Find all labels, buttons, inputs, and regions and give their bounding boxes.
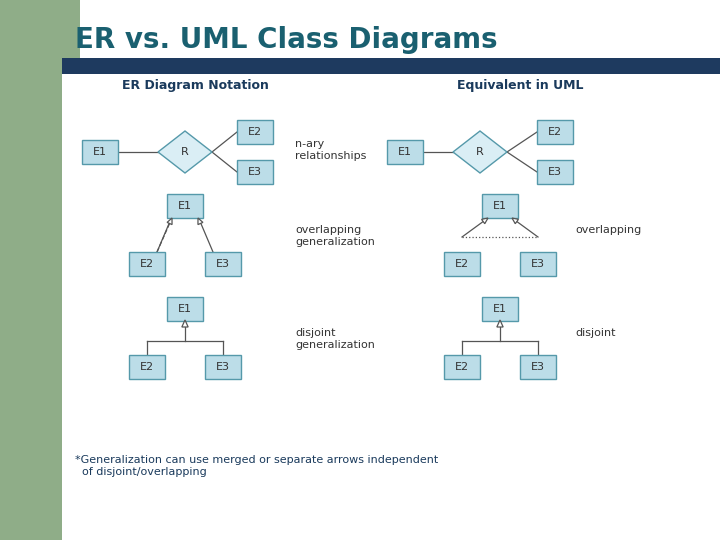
Text: n-ary: n-ary xyxy=(295,139,324,149)
Text: disjoint: disjoint xyxy=(575,328,616,338)
Text: of disjoint/overlapping: of disjoint/overlapping xyxy=(75,467,207,477)
Text: R: R xyxy=(476,147,484,157)
Bar xyxy=(444,355,480,379)
Bar xyxy=(520,252,556,276)
Polygon shape xyxy=(512,218,518,224)
Bar xyxy=(167,194,203,218)
Text: E2: E2 xyxy=(455,362,469,372)
Text: overlapping: overlapping xyxy=(295,225,361,235)
Bar xyxy=(129,252,165,276)
Bar xyxy=(0,0,80,60)
Bar xyxy=(205,355,241,379)
Text: *Generalization can use merged or separate arrows independent: *Generalization can use merged or separa… xyxy=(75,455,438,465)
Text: E2: E2 xyxy=(140,362,154,372)
Bar xyxy=(0,0,62,540)
Bar xyxy=(482,297,518,321)
Bar xyxy=(537,160,573,184)
Text: E1: E1 xyxy=(178,304,192,314)
Text: generalization: generalization xyxy=(295,340,375,350)
Bar xyxy=(129,355,165,379)
Text: Equivalent in UML: Equivalent in UML xyxy=(456,78,583,91)
Text: generalization: generalization xyxy=(295,237,375,247)
Bar xyxy=(387,140,423,164)
Bar xyxy=(205,252,241,276)
Text: E3: E3 xyxy=(216,259,230,269)
Bar xyxy=(82,140,118,164)
Text: ER Diagram Notation: ER Diagram Notation xyxy=(122,78,269,91)
Text: E2: E2 xyxy=(455,259,469,269)
Polygon shape xyxy=(182,320,188,327)
Bar xyxy=(520,355,556,379)
Text: E2: E2 xyxy=(548,127,562,137)
Text: R: R xyxy=(181,147,189,157)
Text: overlapping: overlapping xyxy=(575,225,642,235)
Bar xyxy=(537,120,573,144)
Bar xyxy=(237,120,273,144)
Text: E3: E3 xyxy=(216,362,230,372)
Text: E3: E3 xyxy=(531,259,545,269)
Text: E3: E3 xyxy=(548,167,562,177)
Text: E3: E3 xyxy=(248,167,262,177)
Text: E2: E2 xyxy=(140,259,154,269)
Text: E1: E1 xyxy=(93,147,107,157)
Text: relationships: relationships xyxy=(295,151,366,161)
Polygon shape xyxy=(453,131,507,173)
Polygon shape xyxy=(482,218,488,224)
Polygon shape xyxy=(497,320,503,327)
Text: E3: E3 xyxy=(531,362,545,372)
Bar xyxy=(237,160,273,184)
Polygon shape xyxy=(167,218,172,225)
Bar xyxy=(62,58,720,74)
Bar xyxy=(482,194,518,218)
Text: E1: E1 xyxy=(493,201,507,211)
Text: ER vs. UML Class Diagrams: ER vs. UML Class Diagrams xyxy=(75,26,498,54)
Text: E2: E2 xyxy=(248,127,262,137)
Bar xyxy=(167,297,203,321)
Polygon shape xyxy=(158,131,212,173)
Bar xyxy=(444,252,480,276)
Text: E1: E1 xyxy=(493,304,507,314)
Text: E1: E1 xyxy=(398,147,412,157)
Text: disjoint: disjoint xyxy=(295,328,336,338)
Text: E1: E1 xyxy=(178,201,192,211)
Polygon shape xyxy=(198,218,203,225)
